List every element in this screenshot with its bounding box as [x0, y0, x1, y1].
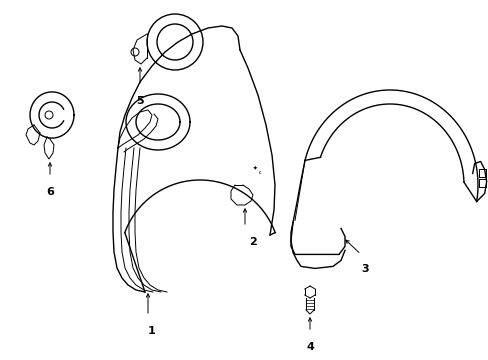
Text: 3: 3 [361, 264, 368, 274]
Text: 5: 5 [136, 96, 143, 106]
Text: c: c [258, 170, 261, 175]
Text: 4: 4 [305, 342, 313, 352]
Text: 1: 1 [148, 326, 156, 336]
Text: 6: 6 [46, 187, 54, 197]
Text: 2: 2 [248, 237, 256, 247]
Text: ✦: ✦ [252, 166, 257, 171]
